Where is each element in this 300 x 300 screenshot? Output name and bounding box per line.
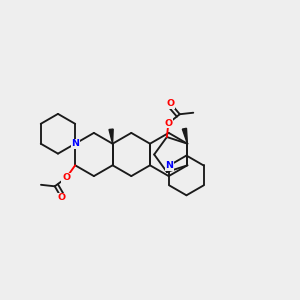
Text: O: O [167,99,175,108]
Text: N: N [71,139,79,148]
Text: O: O [62,173,70,182]
Text: O: O [164,119,172,128]
Polygon shape [109,129,113,144]
Text: O: O [57,193,65,202]
Text: N: N [165,161,173,170]
Polygon shape [182,128,188,144]
